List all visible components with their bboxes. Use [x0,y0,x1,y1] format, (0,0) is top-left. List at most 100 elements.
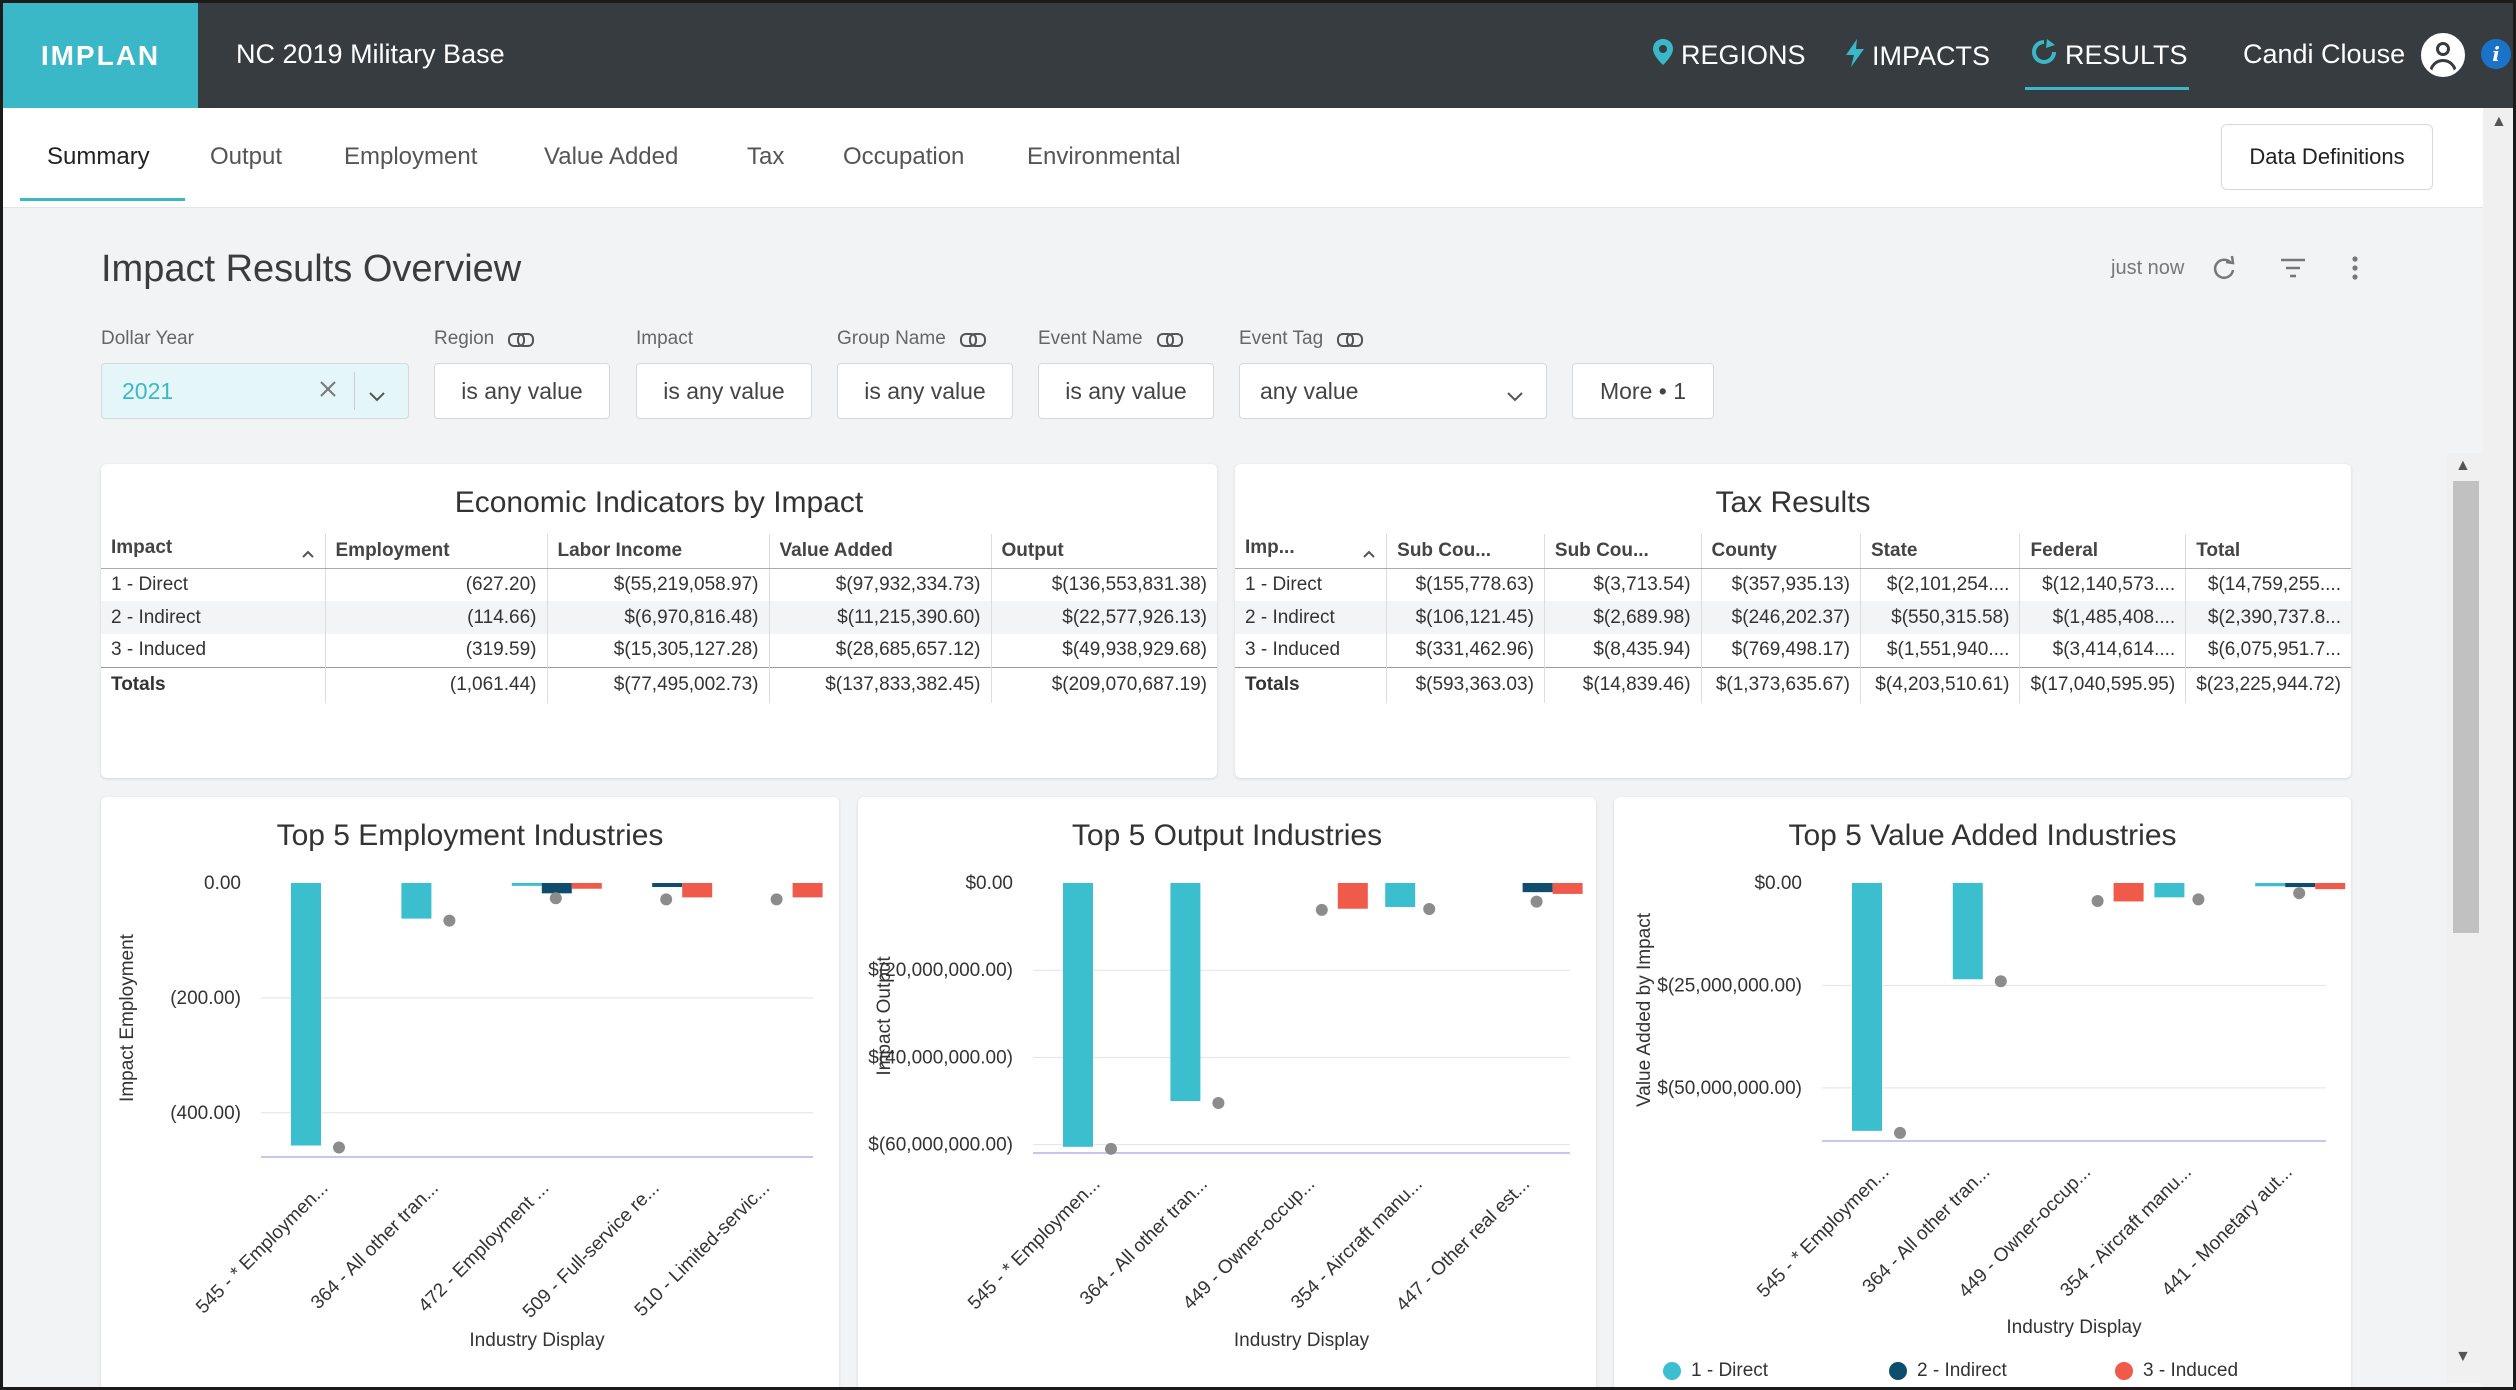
user-avatar-icon[interactable] [2421,33,2465,77]
impact-filter[interactable]: is any value [636,363,812,419]
content-scrollbar-thumb[interactable] [2453,481,2479,933]
total-marker [1423,902,1436,915]
total-marker [1315,903,1328,916]
data-definitions-button[interactable]: Data Definitions [2221,124,2433,190]
legend-item-direct[interactable]: 1 - Direct [1663,1360,1768,1382]
table-cell: $(8,435.94) [1544,634,1702,667]
table-cell: 1 - Direct [1235,568,1388,601]
more-filters-button[interactable]: More • 1 [1572,363,1714,419]
table-cell: $(155,778.63) [1386,568,1545,601]
column-header[interactable]: Output [991,534,1217,569]
table-cell: $(11,215,390.60) [769,601,992,634]
chevron-down-icon[interactable] [1506,382,1524,409]
filter-label-event-tag: Event Tag [1239,328,1364,350]
bar-direct [2154,883,2185,898]
filter-label-event-name: Event Name [1038,328,1183,350]
chart-title: Top 5 Employment Industries [276,819,664,852]
column-header[interactable]: County [1701,534,1862,569]
clear-icon[interactable] [318,378,338,405]
table-cell: (1,061.44) [325,666,548,703]
region-filter[interactable]: is any value [434,363,610,419]
bar-induced [1552,883,1583,894]
chevron-down-icon[interactable] [368,382,386,409]
column-header[interactable]: Sub Cou... [1386,534,1545,569]
nav-impacts[interactable]: IMPACTS [1846,39,1990,74]
tab-occupation[interactable]: Occupation [843,143,965,170]
column-header[interactable]: Employment [325,534,548,569]
tab-value-added[interactable]: Value Added [544,143,679,170]
nav-active-indicator [2025,87,2189,90]
column-header[interactable]: Federal [2019,534,2187,569]
implan-logo[interactable]: IMPLAN [3,3,198,108]
event-tag-filter[interactable]: any value [1239,363,1547,419]
tab-output[interactable]: Output [210,143,283,170]
tab-tax[interactable]: Tax [747,143,785,170]
legend-item-induced[interactable]: 3 - Induced [2115,1360,2238,1382]
scroll-up-arrow-icon[interactable]: ▲ [2455,457,2471,474]
filter-icon[interactable] [2281,258,2305,283]
nav-regions[interactable]: REGIONS [1653,39,1806,72]
table-cell: $(22,577,926.13) [991,601,1217,634]
table-cell: (319.59) [325,634,548,667]
table-row: 3 - Induced $(331,462.96) $(8,435.94) $(… [1235,634,2351,667]
table-cell: 2 - Indirect [1235,601,1388,634]
total-marker [443,914,456,927]
info-icon[interactable]: i [2481,39,2511,69]
column-header[interactable]: Total [2185,534,2351,569]
filter-label-group-name: Group Name [837,328,986,350]
table-row: 3 - Induced (319.59) $(15,305,127.28) $(… [101,634,1217,667]
sort-asc-icon[interactable] [301,543,315,565]
page-title: Impact Results Overview [101,248,522,290]
nav-impacts-label: IMPACTS [1872,41,1991,71]
table-cell: $(6,075,951.7... [2207,639,2341,661]
bar-direct [1170,883,1201,1102]
legend-label: 3 - Induced [2143,1360,2239,1381]
map-pin-icon [1653,39,1673,72]
bar-indirect [1522,883,1553,893]
total-marker [2293,887,2306,900]
tab-environmental[interactable]: Environmental [1027,143,1181,170]
group-name-filter[interactable]: is any value [837,363,1013,419]
page-scroll-up-arrow-icon[interactable]: ▲ [2491,113,2507,130]
event-tag-value: any value [1260,377,1359,404]
table-cell: (114.66) [325,601,548,634]
scroll-down-arrow-icon[interactable]: ▼ [2455,1348,2471,1365]
table-cell: $(106,121.45) [1386,601,1545,634]
legend-item-indirect[interactable]: 2 - Indirect [1889,1360,2007,1382]
refresh-icon[interactable] [2211,255,2237,286]
y-tick-label: $0.00 [1754,873,1802,894]
link-icon[interactable] [508,333,535,347]
link-icon[interactable] [959,333,986,347]
link-icon[interactable] [1337,333,1364,347]
column-header[interactable]: Imp... [1235,534,1388,569]
column-header[interactable]: State [1860,534,2021,569]
dollar-year-filter[interactable]: 2021 [101,363,409,419]
totals-row: Totals $(593,363.03) $(14,839.46) $(1,37… [1235,666,2351,703]
bar-direct [1852,883,1882,1131]
sort-asc-icon[interactable] [1362,543,1376,565]
legend-swatch [1663,1362,1681,1380]
bar-direct [1385,883,1416,907]
bar-indirect [2285,883,2316,888]
active-tab-indicator [20,198,185,201]
column-header[interactable]: Value Added [769,534,992,569]
employment-industries-chart: 0.00(200.00)(400.00)545 - * Employmen...… [117,873,823,1351]
totals-row: Totals (1,061.44) $(77,495,002.73) $(137… [101,666,1217,703]
column-header[interactable]: Impact [101,534,326,569]
page-scrollbar[interactable] [2483,108,2513,1387]
tab-summary[interactable]: Summary [47,143,150,170]
bar-indirect [652,883,683,888]
y-axis-title: Impact Output [874,956,895,1076]
column-header[interactable]: Sub Cou... [1544,534,1702,569]
event-name-filter[interactable]: is any value [1038,363,1214,419]
nav-results[interactable]: RESULTS [2031,39,2188,72]
employment-industries-chart-panel: Top 5 Employment Industries 0.00 (200.00)… [101,797,839,1387]
user-name[interactable]: Candi Clouse [2243,39,2406,69]
column-header[interactable]: Labor Income [547,534,770,569]
table-cell: $(136,553,831.38) [1051,573,1207,595]
more-options-icon[interactable] [2351,255,2359,286]
tab-employment[interactable]: Employment [344,143,478,170]
economic-indicators-panel: Economic Indicators by Impact Impact Emp… [101,464,1217,778]
bar-direct [1063,883,1093,1147]
link-icon[interactable] [1156,333,1183,347]
